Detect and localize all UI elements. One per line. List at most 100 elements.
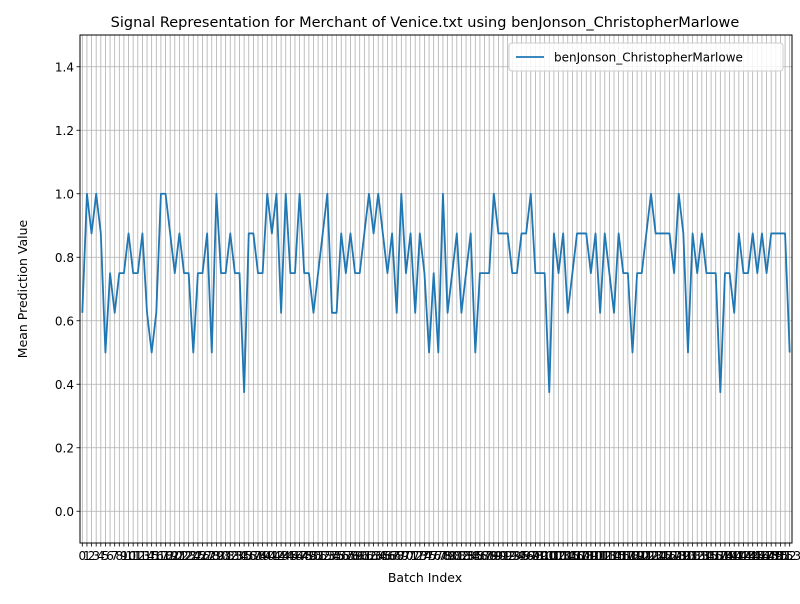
x-tick-label: 117 [612, 549, 635, 563]
x-tick-label: 86 [472, 549, 487, 563]
x-tick-label: 72 [408, 549, 423, 563]
chart-title: Signal Representation for Merchant of Ve… [111, 15, 740, 31]
x-tick-label: 11 [126, 549, 141, 563]
x-tick-label: 108 [570, 549, 593, 563]
x-tick-label: 56 [334, 549, 349, 563]
x-tick-label: 29 [209, 549, 224, 563]
x-tick-label: 69 [394, 549, 409, 563]
x-tick-label: 27 [200, 549, 215, 563]
series-group [81, 192, 791, 394]
y-tick-label: 1.4 [55, 60, 74, 74]
x-tick-label: 124 [644, 549, 667, 563]
x-tick-label: 83 [458, 549, 473, 563]
x-tick-label: 34 [232, 549, 247, 563]
x-tick-label: 3 [92, 549, 100, 563]
x-tick-label: 63 [366, 549, 381, 563]
x-tick-label: 23 [181, 549, 196, 563]
x-tick-label: 45 [283, 549, 298, 563]
x-tick-label: 148 [755, 549, 778, 563]
x-tick-label: 47 [292, 549, 307, 563]
legend-label: benJonson_ChristopherMarlowe [554, 51, 743, 65]
x-tick-label: 131 [677, 549, 700, 563]
x-tick-label: 106 [561, 549, 584, 563]
x-tick-label: 87 [477, 549, 492, 563]
x-tick-label: 16 [149, 549, 164, 563]
x-tick-label: 46 [287, 549, 302, 563]
x-tick-label: 15 [144, 549, 159, 563]
x-tick-label: 150 [764, 549, 787, 563]
x-tick-label: 74 [417, 549, 432, 563]
x-tick-label: 82 [454, 549, 469, 563]
x-tick-label: 94 [509, 549, 524, 563]
x-tick-label: 55 [329, 549, 344, 563]
x-tick-label: 89 [486, 549, 501, 563]
x-tick-label: 79 [440, 549, 455, 563]
x-tick-label: 123 [640, 549, 663, 563]
x-tick-label: 109 [575, 549, 598, 563]
x-tick-label: 37 [246, 549, 261, 563]
x-tick-label: 49 [301, 549, 316, 563]
x-tick-label: 68 [389, 549, 404, 563]
x-tick-label: 132 [681, 549, 704, 563]
x-tick-label: 5 [102, 549, 110, 563]
x-tick-label: 43 [273, 549, 288, 563]
x-tick-label: 7 [111, 549, 119, 563]
x-tick-label: 126 [653, 549, 676, 563]
x-tick-label: 149 [760, 549, 783, 563]
x-tick-label: 61 [357, 549, 372, 563]
x-tick-label: 143 [732, 549, 755, 563]
x-tick-label: 64 [371, 549, 386, 563]
x-tick-label: 4 [97, 549, 105, 563]
x-tick-label: 41 [264, 549, 279, 563]
x-tick-label: 21 [172, 549, 187, 563]
x-tick-label: 65 [375, 549, 390, 563]
x-tick-label: 10 [121, 549, 136, 563]
x-tick-label: 12 [130, 549, 145, 563]
x-tick-label: 128 [663, 549, 686, 563]
x-tick-label: 22 [176, 549, 191, 563]
x-tick-label: 92 [500, 549, 515, 563]
x-tick-label: 24 [186, 549, 201, 563]
x-tick-label: 105 [556, 549, 579, 563]
x-tick-label: 88 [482, 549, 497, 563]
x-tick-label: 100 [533, 549, 556, 563]
y-tick-label: 0.2 [55, 441, 74, 455]
x-tick-label: 103 [547, 549, 570, 563]
x-tick-label: 31 [218, 549, 233, 563]
x-tick-label: 52 [315, 549, 330, 563]
x-tick-label: 137 [704, 549, 727, 563]
x-tick-label: 39 [255, 549, 270, 563]
x-tick-label: 33 [227, 549, 242, 563]
x-tick-label: 30 [213, 549, 228, 563]
x-tick-label: 84 [463, 549, 478, 563]
x-tick-label: 60 [352, 549, 367, 563]
x-tick-label: 95 [514, 549, 529, 563]
x-tick-label: 19 [163, 549, 178, 563]
x-tick-label: 1 [83, 549, 91, 563]
x-tick-label: 127 [658, 549, 681, 563]
x-tick-label: 115 [603, 549, 626, 563]
x-tick-label: 18 [158, 549, 173, 563]
y-axis-label: Mean Prediction Value [15, 219, 30, 358]
plot-area-frame [79, 34, 793, 544]
x-axis-label: Batch Index [388, 570, 462, 585]
x-tick-label: 75 [421, 549, 436, 563]
x-tick-label: 85 [468, 549, 483, 563]
x-tick-label: 54 [324, 549, 339, 563]
x-tick-label: 140 [718, 549, 741, 563]
x-tick-label: 32 [223, 549, 238, 563]
x-tick-label: 66 [380, 549, 395, 563]
x-tick-label: 134 [690, 549, 713, 563]
x-tick-label: 59 [347, 549, 362, 563]
x-tick-label: 80 [445, 549, 460, 563]
x-tick-label: 130 [672, 549, 695, 563]
x-tick-label: 71 [403, 549, 418, 563]
x-tick-label: 136 [700, 549, 723, 563]
x-tick-label: 118 [616, 549, 639, 563]
x-tick-label: 6 [106, 549, 114, 563]
x-tick-label: 145 [741, 549, 764, 563]
x-tick-label: 116 [607, 549, 630, 563]
x-tick-label: 25 [190, 549, 205, 563]
x-tick-label: 121 [630, 549, 653, 563]
